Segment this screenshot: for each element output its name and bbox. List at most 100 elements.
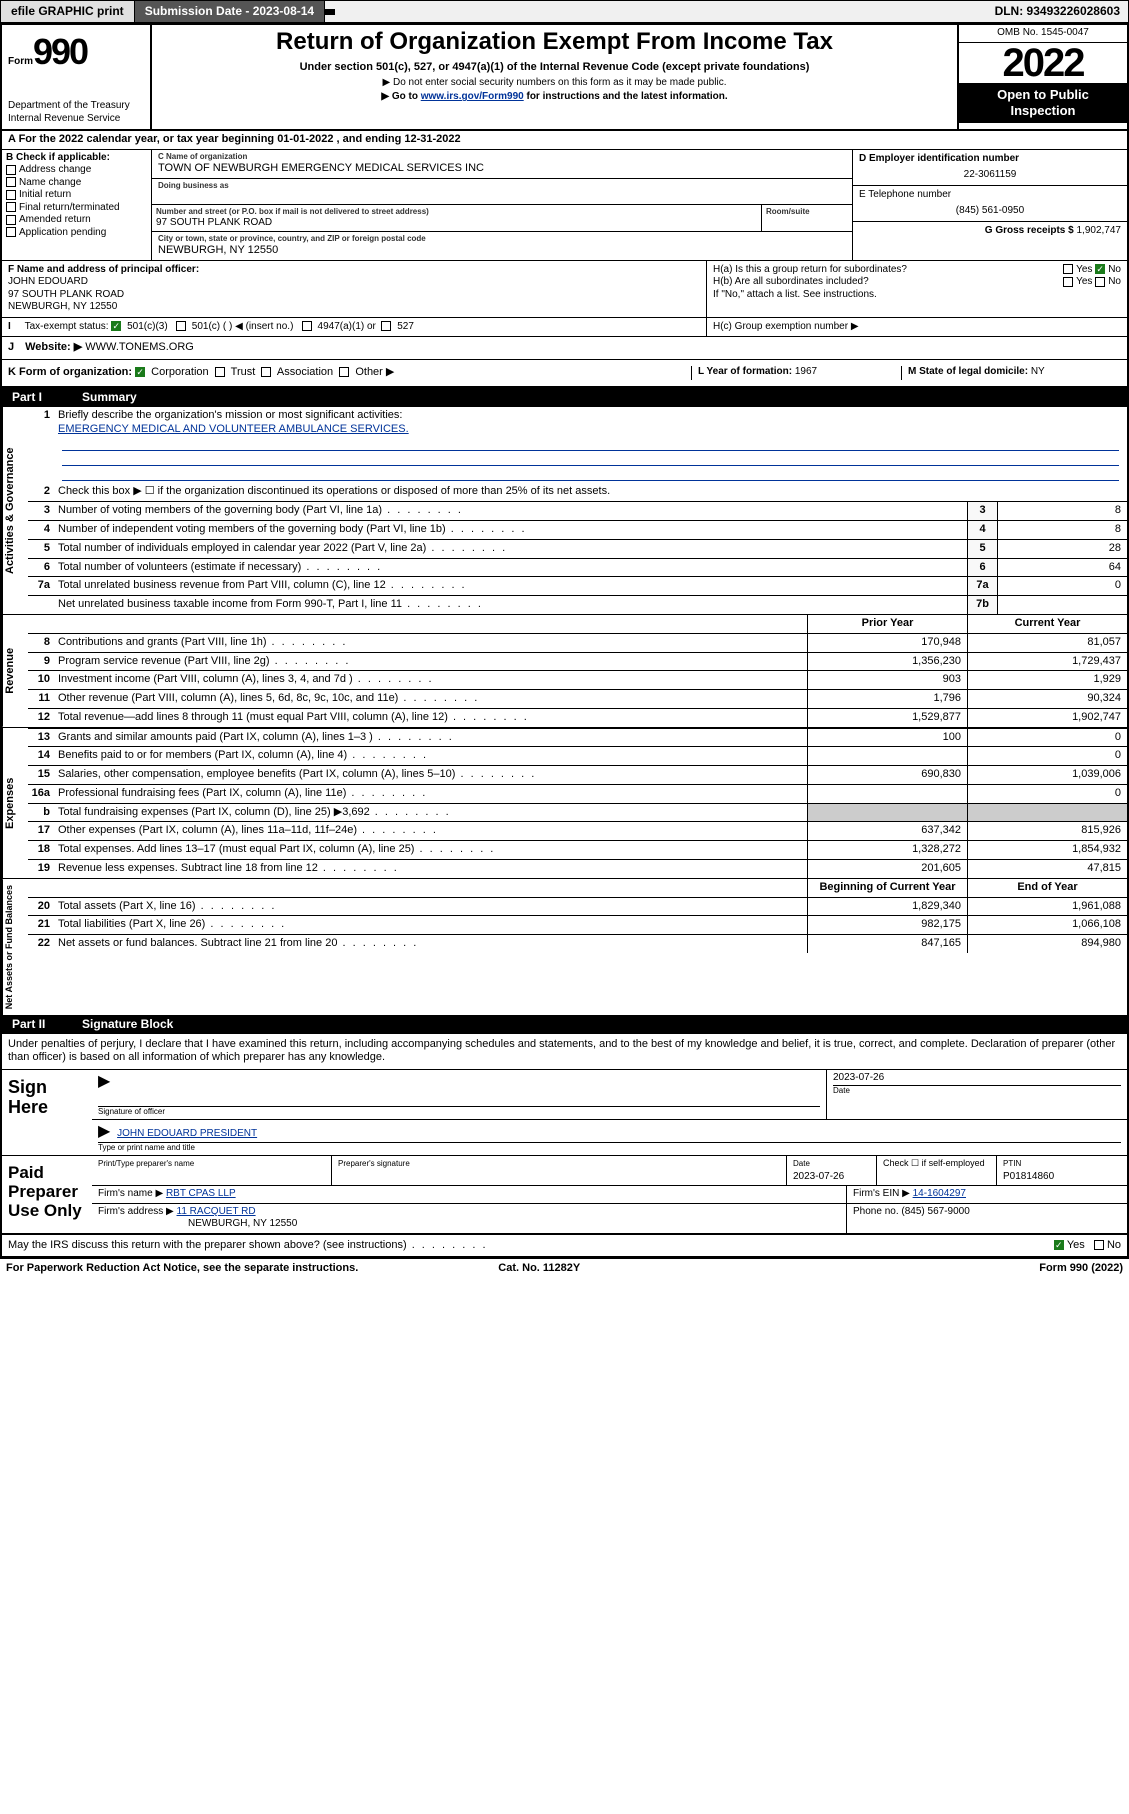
ha-yes[interactable] <box>1063 264 1073 274</box>
chk-trust[interactable] <box>215 367 225 377</box>
org-name: TOWN OF NEWBURGH EMERGENCY MEDICAL SERVI… <box>158 162 846 176</box>
opt-amended-return: Amended return <box>19 214 91 225</box>
signature-block: Under penalties of perjury, I declare th… <box>2 1034 1127 1257</box>
line-num: 8 <box>28 634 54 652</box>
paperwork-notice: For Paperwork Reduction Act Notice, see … <box>6 1262 358 1276</box>
submission-date-button[interactable]: Submission Date - 2023-08-14 <box>135 1 325 22</box>
section-activities-governance: Activities & Governance 1 Briefly descri… <box>2 407 1127 614</box>
chk-address-change[interactable] <box>6 165 16 175</box>
chk-corp[interactable] <box>135 367 145 377</box>
may-irs-yes[interactable] <box>1054 1240 1064 1250</box>
hb-note: If "No," attach a list. See instructions… <box>713 289 1121 302</box>
firm-ein[interactable]: 14-1604297 <box>913 1188 966 1199</box>
firm-phone: (845) 567-9000 <box>901 1206 969 1217</box>
hb-no[interactable] <box>1095 277 1105 287</box>
line-num: 5 <box>28 540 54 558</box>
officer-name: JOHN EDOUARD <box>8 276 88 287</box>
part-ii-number: Part II <box>12 1017 82 1032</box>
prior-value <box>807 785 967 803</box>
room-label: Room/suite <box>766 207 848 217</box>
irs-label: Internal Revenue Service <box>8 113 144 126</box>
firm-name-label: Firm's name ▶ <box>98 1188 163 1199</box>
mission-link[interactable]: EMERGENCY MEDICAL AND VOLUNTEER AMBULANC… <box>58 423 409 435</box>
section-expenses: Expenses 13 Grants and similar amounts p… <box>2 727 1127 878</box>
officer-name-title[interactable]: JOHN EDOUARD PRESIDENT <box>117 1128 257 1139</box>
line-desc: Salaries, other compensation, employee b… <box>54 766 807 784</box>
prep-date: 2023-07-26 <box>793 1171 844 1182</box>
form-990-page: Form990 Department of the Treasury Inter… <box>0 23 1129 1258</box>
line-desc: Other expenses (Part IX, column (A), lin… <box>54 822 807 840</box>
form-subtitle: Under section 501(c), 527, or 4947(a)(1)… <box>158 61 951 75</box>
line-num: 18 <box>28 841 54 859</box>
year-formation-value: 1967 <box>795 366 817 377</box>
current-value: 0 <box>967 747 1127 765</box>
self-employed-check[interactable]: Check ☐ if self-employed <box>877 1156 997 1185</box>
chk-other[interactable] <box>339 367 349 377</box>
sign-here-row: Sign Here Signature of officer 2023-07-2… <box>2 1070 1127 1156</box>
chk-final-return[interactable] <box>6 202 16 212</box>
cat-number: Cat. No. 11282Y <box>498 1262 580 1276</box>
firm-name[interactable]: RBT CPAS LLP <box>166 1188 236 1199</box>
may-irs-text: May the IRS discuss this return with the… <box>8 1239 488 1251</box>
form-header: Form990 Department of the Treasury Inter… <box>2 25 1127 131</box>
chk-application-pending[interactable] <box>6 227 16 237</box>
chk-assoc[interactable] <box>261 367 271 377</box>
efile-graphic-button[interactable]: efile GRAPHIC print <box>1 1 135 22</box>
chk-501c3[interactable] <box>111 321 121 331</box>
firm-addr1[interactable]: 11 RACQUET RD <box>177 1206 256 1217</box>
col-b-header: B Check if applicable: <box>6 152 147 165</box>
line-value: 28 <box>997 540 1127 558</box>
chk-name-change[interactable] <box>6 177 16 187</box>
opt-corp: Corporation <box>151 366 208 378</box>
opt-assoc: Association <box>277 366 333 378</box>
line-num: 21 <box>28 916 54 934</box>
prep-sig-label: Preparer's signature <box>338 1159 410 1168</box>
prior-value: 690,830 <box>807 766 967 784</box>
summary-row: 10 Investment income (Part VIII, column … <box>28 670 1127 689</box>
phone-value: (845) 561-0950 <box>859 205 1121 218</box>
chk-501c[interactable] <box>176 321 186 331</box>
ha-no[interactable] <box>1095 264 1105 274</box>
firm-addr-label: Firm's address ▶ <box>98 1206 174 1217</box>
open-inspection-badge: Open to Public Inspection <box>959 83 1127 124</box>
blank <box>54 879 807 897</box>
line-num: 11 <box>28 690 54 708</box>
chk-initial-return[interactable] <box>6 190 16 200</box>
hb-yes[interactable] <box>1063 277 1073 287</box>
line-desc: Grants and similar amounts paid (Part IX… <box>54 729 807 747</box>
chk-4947[interactable] <box>302 321 312 331</box>
line-num: 3 <box>28 502 54 520</box>
year-formation-label: L Year of formation: <box>698 366 792 377</box>
prior-value: 1,829,340 <box>807 898 967 916</box>
chk-amended-return[interactable] <box>6 215 16 225</box>
current-value: 1,902,747 <box>967 709 1127 727</box>
form-title-box: Return of Organization Exempt From Incom… <box>152 25 957 129</box>
row-f-h: F Name and address of principal officer:… <box>2 261 1127 318</box>
date-label: Date <box>833 1085 1121 1096</box>
line-desc: Net unrelated business taxable income fr… <box>54 596 967 614</box>
row-klm: K Form of organization: Corporation Trus… <box>2 360 1127 388</box>
line-value: 8 <box>997 502 1127 520</box>
col-beginning-year: Beginning of Current Year <box>807 879 967 897</box>
declaration-text: Under penalties of perjury, I declare th… <box>2 1034 1127 1071</box>
may-yes-label: Yes <box>1067 1239 1085 1251</box>
line-num: 10 <box>28 671 54 689</box>
current-value: 1,854,932 <box>967 841 1127 859</box>
paid-preparer-label: Paid Preparer Use Only <box>2 1156 92 1233</box>
col-b-checkboxes: B Check if applicable: Address change Na… <box>2 150 152 260</box>
may-irs-no[interactable] <box>1094 1240 1104 1250</box>
form-version: Form 990 (2022) <box>1039 1262 1123 1276</box>
line-box: 7b <box>967 596 997 614</box>
chk-527[interactable] <box>381 321 391 331</box>
line-desc: Total liabilities (Part X, line 26) <box>54 916 807 934</box>
opt-address-change: Address change <box>19 164 91 175</box>
line-num: b <box>28 804 54 822</box>
line-box: 4 <box>967 521 997 539</box>
line-2-num: 2 <box>28 483 54 501</box>
principal-officer-label: F Name and address of principal officer: <box>8 264 199 275</box>
line-num: 12 <box>28 709 54 727</box>
current-value: 0 <box>967 785 1127 803</box>
form990-link[interactable]: www.irs.gov/Form990 <box>421 91 524 102</box>
line-num: 20 <box>28 898 54 916</box>
city-label: City or town, state or province, country… <box>158 234 846 244</box>
